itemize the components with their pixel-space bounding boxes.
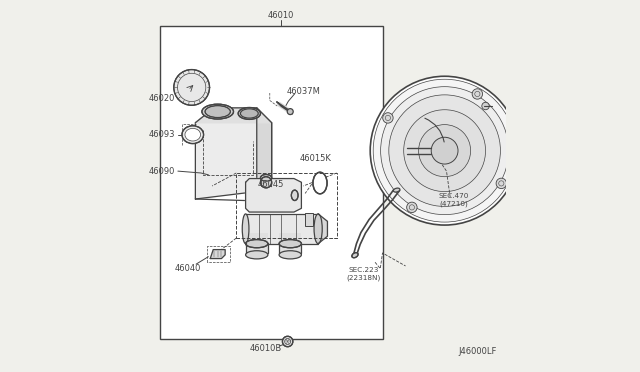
Text: J46000LF: J46000LF	[458, 347, 497, 356]
Ellipse shape	[182, 126, 204, 144]
Text: 46093: 46093	[149, 130, 175, 139]
Circle shape	[370, 76, 519, 225]
Polygon shape	[257, 108, 271, 201]
Bar	[305, 213, 314, 226]
Circle shape	[431, 137, 458, 164]
Circle shape	[389, 95, 500, 206]
Ellipse shape	[279, 251, 301, 259]
Ellipse shape	[279, 240, 301, 248]
Ellipse shape	[241, 109, 259, 118]
Ellipse shape	[185, 128, 200, 141]
Text: 46045: 46045	[257, 180, 284, 189]
Ellipse shape	[243, 214, 249, 244]
Ellipse shape	[205, 106, 230, 118]
Circle shape	[381, 87, 509, 215]
Polygon shape	[318, 214, 328, 244]
Circle shape	[174, 70, 209, 105]
Bar	[160, 26, 383, 339]
Ellipse shape	[352, 253, 358, 258]
Text: 46010B: 46010B	[250, 344, 282, 353]
Ellipse shape	[313, 172, 327, 194]
Polygon shape	[277, 102, 292, 114]
Text: 46037M: 46037M	[286, 87, 320, 96]
Ellipse shape	[260, 174, 271, 181]
Circle shape	[260, 177, 271, 188]
Bar	[246, 214, 318, 244]
Text: SEC.470
(47210): SEC.470 (47210)	[439, 193, 469, 206]
Polygon shape	[195, 108, 271, 123]
Circle shape	[383, 113, 393, 123]
Text: 46010: 46010	[268, 11, 294, 20]
Text: 46040: 46040	[175, 264, 201, 273]
Polygon shape	[195, 108, 271, 199]
Polygon shape	[211, 250, 225, 259]
Circle shape	[496, 178, 506, 189]
Ellipse shape	[291, 190, 298, 201]
Circle shape	[406, 202, 417, 212]
Circle shape	[282, 336, 293, 347]
Circle shape	[419, 125, 470, 177]
Bar	[236, 173, 337, 238]
Polygon shape	[246, 179, 301, 212]
Text: 46020: 46020	[149, 94, 175, 103]
Circle shape	[472, 89, 483, 99]
Ellipse shape	[246, 251, 268, 259]
Ellipse shape	[202, 104, 234, 119]
Circle shape	[373, 79, 516, 222]
Circle shape	[482, 102, 489, 110]
Circle shape	[287, 109, 293, 115]
Text: 46015K: 46015K	[300, 154, 332, 163]
Text: SEC.223
(22318N): SEC.223 (22318N)	[347, 267, 381, 281]
Ellipse shape	[246, 240, 268, 248]
Text: 46090: 46090	[149, 167, 175, 176]
Ellipse shape	[314, 214, 322, 244]
Bar	[279, 232, 301, 257]
Ellipse shape	[238, 108, 260, 119]
Bar	[246, 232, 268, 257]
Circle shape	[404, 110, 486, 192]
Ellipse shape	[394, 188, 400, 192]
